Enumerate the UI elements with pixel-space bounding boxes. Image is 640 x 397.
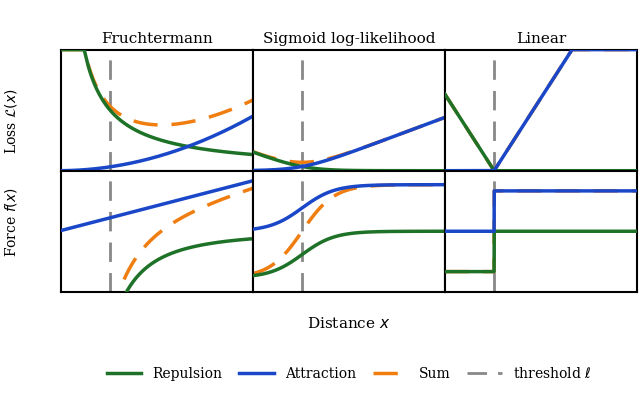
Legend: Repulsion, Attraction, Sum, threshold $\ell$: Repulsion, Attraction, Sum, threshold $\… [101,360,596,386]
Text: Distance $x$: Distance $x$ [307,316,390,331]
Title: Fruchtermann: Fruchtermann [101,32,212,46]
Text: Force $f(x)$: Force $f(x)$ [3,187,19,257]
Title: Sigmoid log-likelihood: Sigmoid log-likelihood [262,32,435,46]
Title: Linear: Linear [516,32,566,46]
Text: Loss $\mathcal{L}(x)$: Loss $\mathcal{L}(x)$ [3,88,19,154]
